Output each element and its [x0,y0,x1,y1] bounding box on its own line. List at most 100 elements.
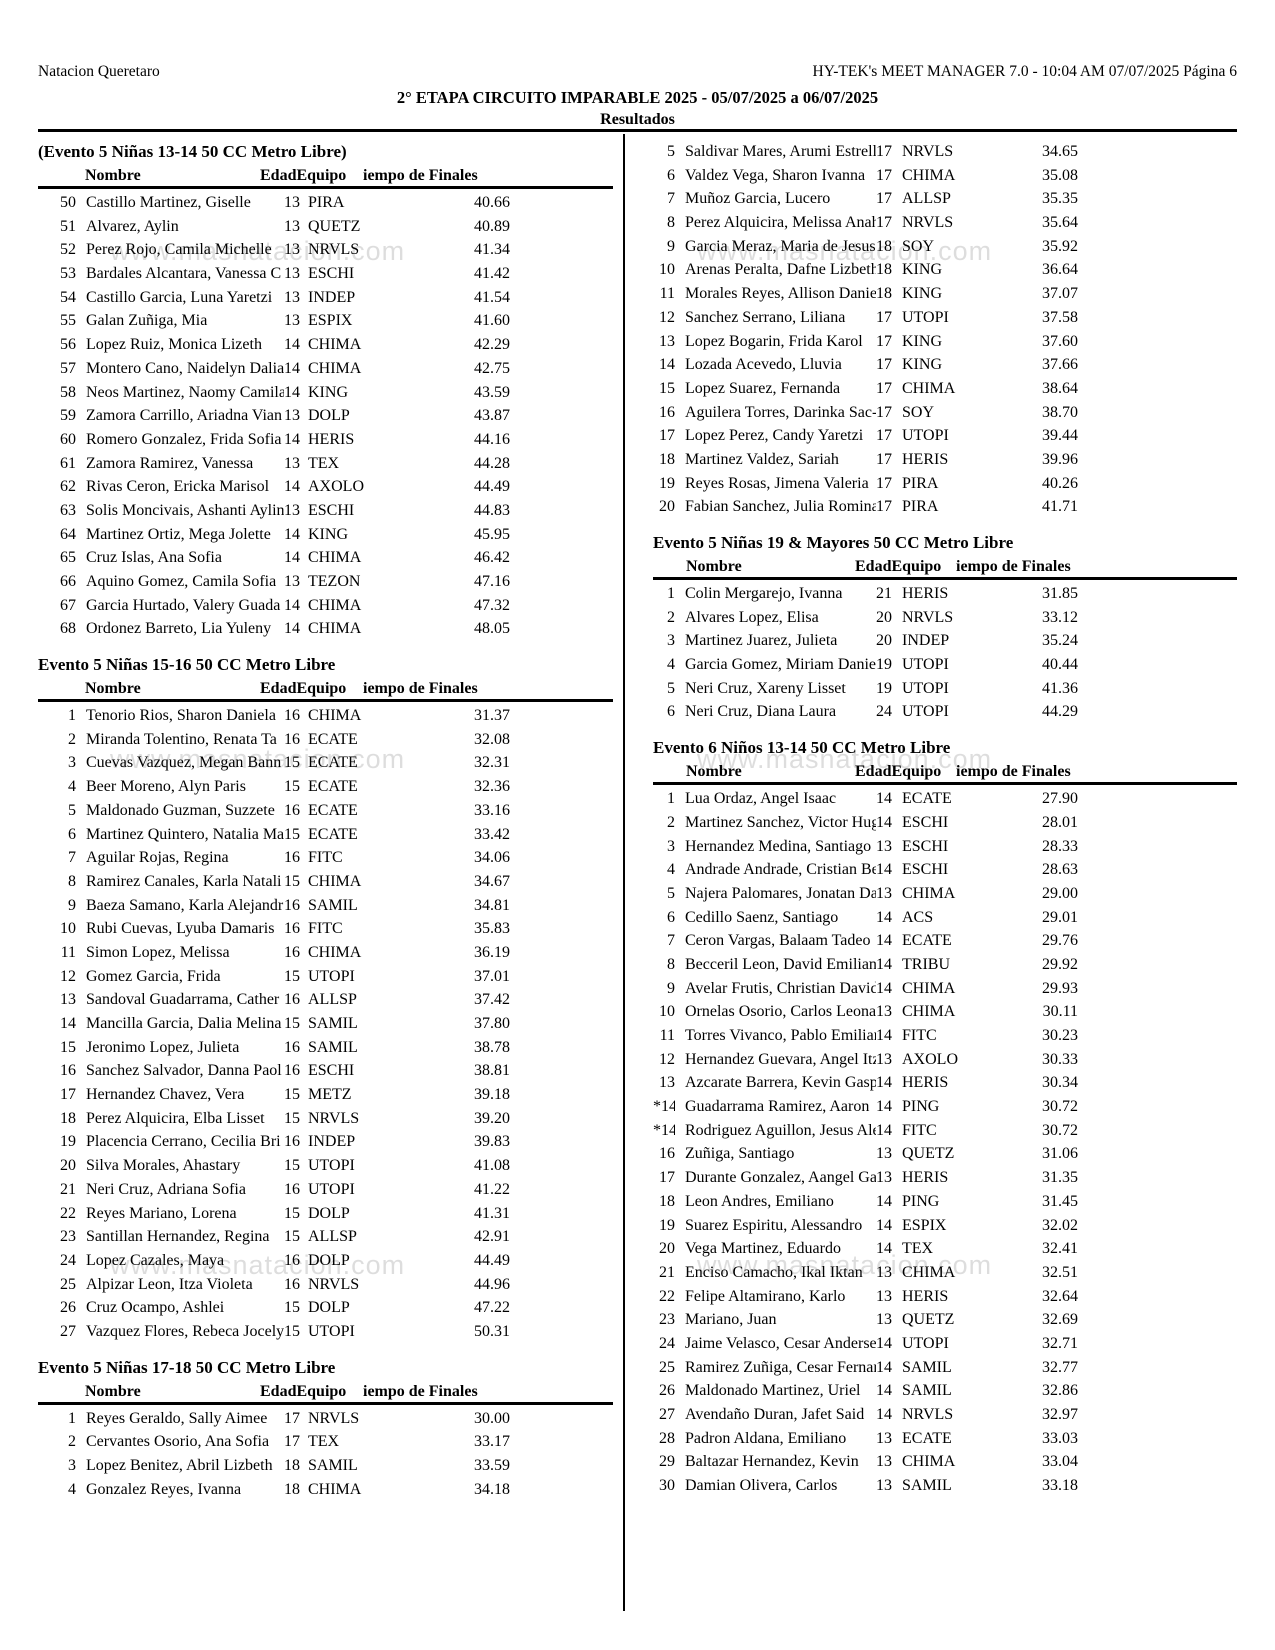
team-cell: TRIBU [902,955,950,973]
team-cell: CHIMA [308,359,362,377]
result-row: 19 Reyes Rosas, Jimena Valeria 17 PIRA 40.26 [653,472,1237,496]
rank-cell: 18 [659,1192,675,1210]
team-cell: UTOPI [308,1180,355,1198]
result-row: 6 Cedillo Saenz, Santiago 14 ACS 29.01 [653,906,1237,930]
rank-cell: 66 [60,573,76,590]
time-cell: 27.90 [1042,790,1078,808]
result-row: 15 Jeronimo Lopez, Julieta 16 SAMIL 38.78 [38,1036,613,1060]
time-cell: 34.06 [474,849,510,867]
rank-cell: 1 [68,707,76,725]
age-cell: 14 [284,478,300,496]
team-cell: KING [902,332,942,350]
team-cell: CHIMA [902,1453,956,1471]
age-cell: 16 [284,896,300,914]
age-cell: 16 [284,849,300,867]
team-cell: SAMIL [308,1457,358,1474]
time-cell: 41.31 [474,1204,510,1222]
name-cell: Montero Cano, Naidelyn Dalia [86,359,284,377]
column-header-time: iempo de Finales [363,167,478,184]
team-cell: HERIS [902,1287,949,1305]
age-cell: 15 [284,1228,300,1246]
name-cell: Perez Rojo, Camila Michelle [86,241,272,259]
result-row: 66 Aquino Gomez, Camila Sofia 13 TEZON 47.16 [38,570,613,594]
result-row: 14 Mancilla Garcia, Dalia Melina 15 SAMIL 37… [38,1012,613,1036]
result-row: 10 Ornelas Osorio, Carlos Leonar 13 CHIMA 30… [653,1000,1237,1024]
team-cell: SAMIL [902,1477,952,1495]
name-cell: Arenas Peralta, Dafne Lizbeth [685,261,876,279]
time-cell: 33.59 [474,1457,510,1474]
name-cell: Andrade Andrade, Cristian Be [685,861,876,879]
name-cell: Santillan Hernandez, Regina [86,1228,270,1246]
time-cell: 44.16 [474,430,510,448]
time-cell: 41.54 [474,288,510,306]
team-cell: UTOPI [902,427,949,445]
time-cell: 44.49 [474,1251,510,1269]
time-cell: 46.42 [474,549,510,567]
result-row: 3 Martinez Juarez, Julieta 20 INDEP 35.24 [653,629,1237,653]
rank-cell: 29 [659,1453,675,1471]
result-row: 24 Jaime Velasco, Cesar Anderse 14 UTOPI 32.… [653,1332,1237,1356]
name-cell: Ordonez Barreto, Lia Yuleny [86,620,272,638]
column-header-time: iempo de Finales [956,558,1071,575]
results-label: Resultados [600,111,675,128]
name-cell: Colin Mergarejo, Ivanna [685,585,843,602]
team-cell: CHIMA [902,166,956,184]
team-cell: PIRA [308,194,345,211]
time-cell: 30.72 [1042,1098,1078,1116]
time-cell: 29.76 [1042,932,1078,950]
result-row: 2 Cervantes Osorio, Ana Sofia 17 TEX 33.17 [38,1430,613,1454]
name-cell: Leon Andres, Emiliano [685,1192,834,1210]
team-cell: ECATE [308,730,358,748]
time-cell: 43.59 [474,383,510,401]
time-cell: 31.37 [474,707,510,725]
rank-cell: 53 [60,265,76,283]
time-cell: 35.35 [1042,190,1078,208]
team-cell: ALLSP [308,1228,357,1246]
team-cell: NRVLS [308,1109,360,1127]
time-cell: 47.16 [474,573,510,590]
age-cell: 16 [284,991,300,1009]
rank-cell: 26 [60,1299,76,1317]
age-cell: 14 [876,979,892,997]
time-cell: 42.91 [474,1228,510,1246]
result-row: 16 Zuñiga, Santiago 13 QUETZ 31.06 [653,1142,1237,1166]
table-header: Nombre EdadEquipo iempo de Finales [38,677,613,703]
result-row: 4 Beer Moreno, Alyn Paris 15 ECATE 32.36 [38,775,613,799]
rank-cell: 4 [68,1480,76,1498]
name-cell: Reyes Geraldo, Sally Aimee [86,1409,268,1427]
age-cell: 15 [284,1015,300,1032]
name-cell: Vega Martinez, Eduardo [685,1240,841,1258]
time-cell: 42.29 [474,336,510,354]
age-cell: 13 [284,312,300,330]
age-cell: 18 [284,1457,300,1474]
age-cell: 16 [284,920,300,938]
result-row: *14 Guadarrama Ramirez, Aaron 14 PING 30.72 [653,1095,1237,1119]
rank-cell: 19 [60,1133,76,1151]
rank-cell: 61 [60,454,76,472]
age-cell: 16 [284,730,300,748]
name-cell: Saldivar Mares, Arumi Estrell [685,143,876,160]
rank-cell: 17 [659,1169,675,1187]
time-cell: 33.12 [1042,608,1078,626]
rank-cell: 22 [60,1204,76,1222]
rank-cell: 17 [60,1086,76,1104]
result-row: 4 Gonzalez Reyes, Ivanna 18 CHIMA 34.18 [38,1478,613,1502]
name-cell: Garcia Meraz, Maria de Jesus [685,237,876,255]
rank-cell: 22 [659,1287,675,1305]
team-cell: HERIS [902,585,949,602]
column-header-age-team: EdadEquipo [260,167,347,184]
time-cell: 41.60 [474,312,510,330]
team-cell: ESCHI [902,837,949,855]
age-cell: 17 [876,498,892,516]
time-cell: 33.18 [1042,1477,1078,1495]
results-body: 1 Lua Ordaz, Angel Isaac 14 ECATE 27.90 2 Mart… [653,787,1237,1498]
result-row: 57 Montero Cano, Naidelyn Dalia 14 CHIMA 42.… [38,357,613,381]
result-row: *14 Rodriguez Aguillon, Jesus Ale 14 FITC 30… [653,1119,1237,1143]
result-row: 17 Durante Gonzalez, Aangel Gab 13 HERIS 31.… [653,1166,1237,1190]
rank-cell: 1 [667,585,675,602]
team-cell: UTOPI [902,308,949,326]
name-cell: Perez Alquicira, Elba Lisset [86,1109,265,1127]
rank-cell: 27 [60,1322,76,1340]
age-cell: 14 [876,955,892,973]
age-cell: 14 [876,790,892,808]
